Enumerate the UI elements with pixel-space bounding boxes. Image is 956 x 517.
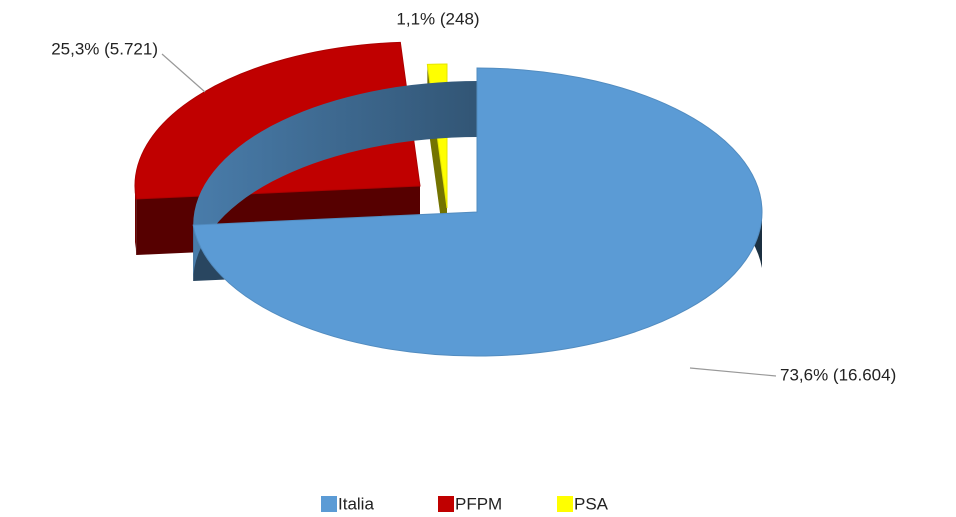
data-label: 1,1% (248) <box>396 9 479 28</box>
leader-line <box>161 53 206 93</box>
data-label: 73,6% (16.604) <box>780 365 896 384</box>
legend-swatch <box>557 496 573 512</box>
legend-label: PSA <box>574 494 609 513</box>
slice-side <box>135 186 137 256</box>
legend-label: Italia <box>338 494 374 513</box>
legend-label: PFPM <box>455 494 502 513</box>
pie-slice <box>192 67 763 357</box>
slice-top <box>134 41 421 200</box>
legend-swatch <box>321 496 337 512</box>
leader-line <box>689 367 777 377</box>
data-label: 25,3% (5.721) <box>51 39 158 58</box>
slice-top <box>192 67 763 357</box>
legend-swatch <box>438 496 454 512</box>
